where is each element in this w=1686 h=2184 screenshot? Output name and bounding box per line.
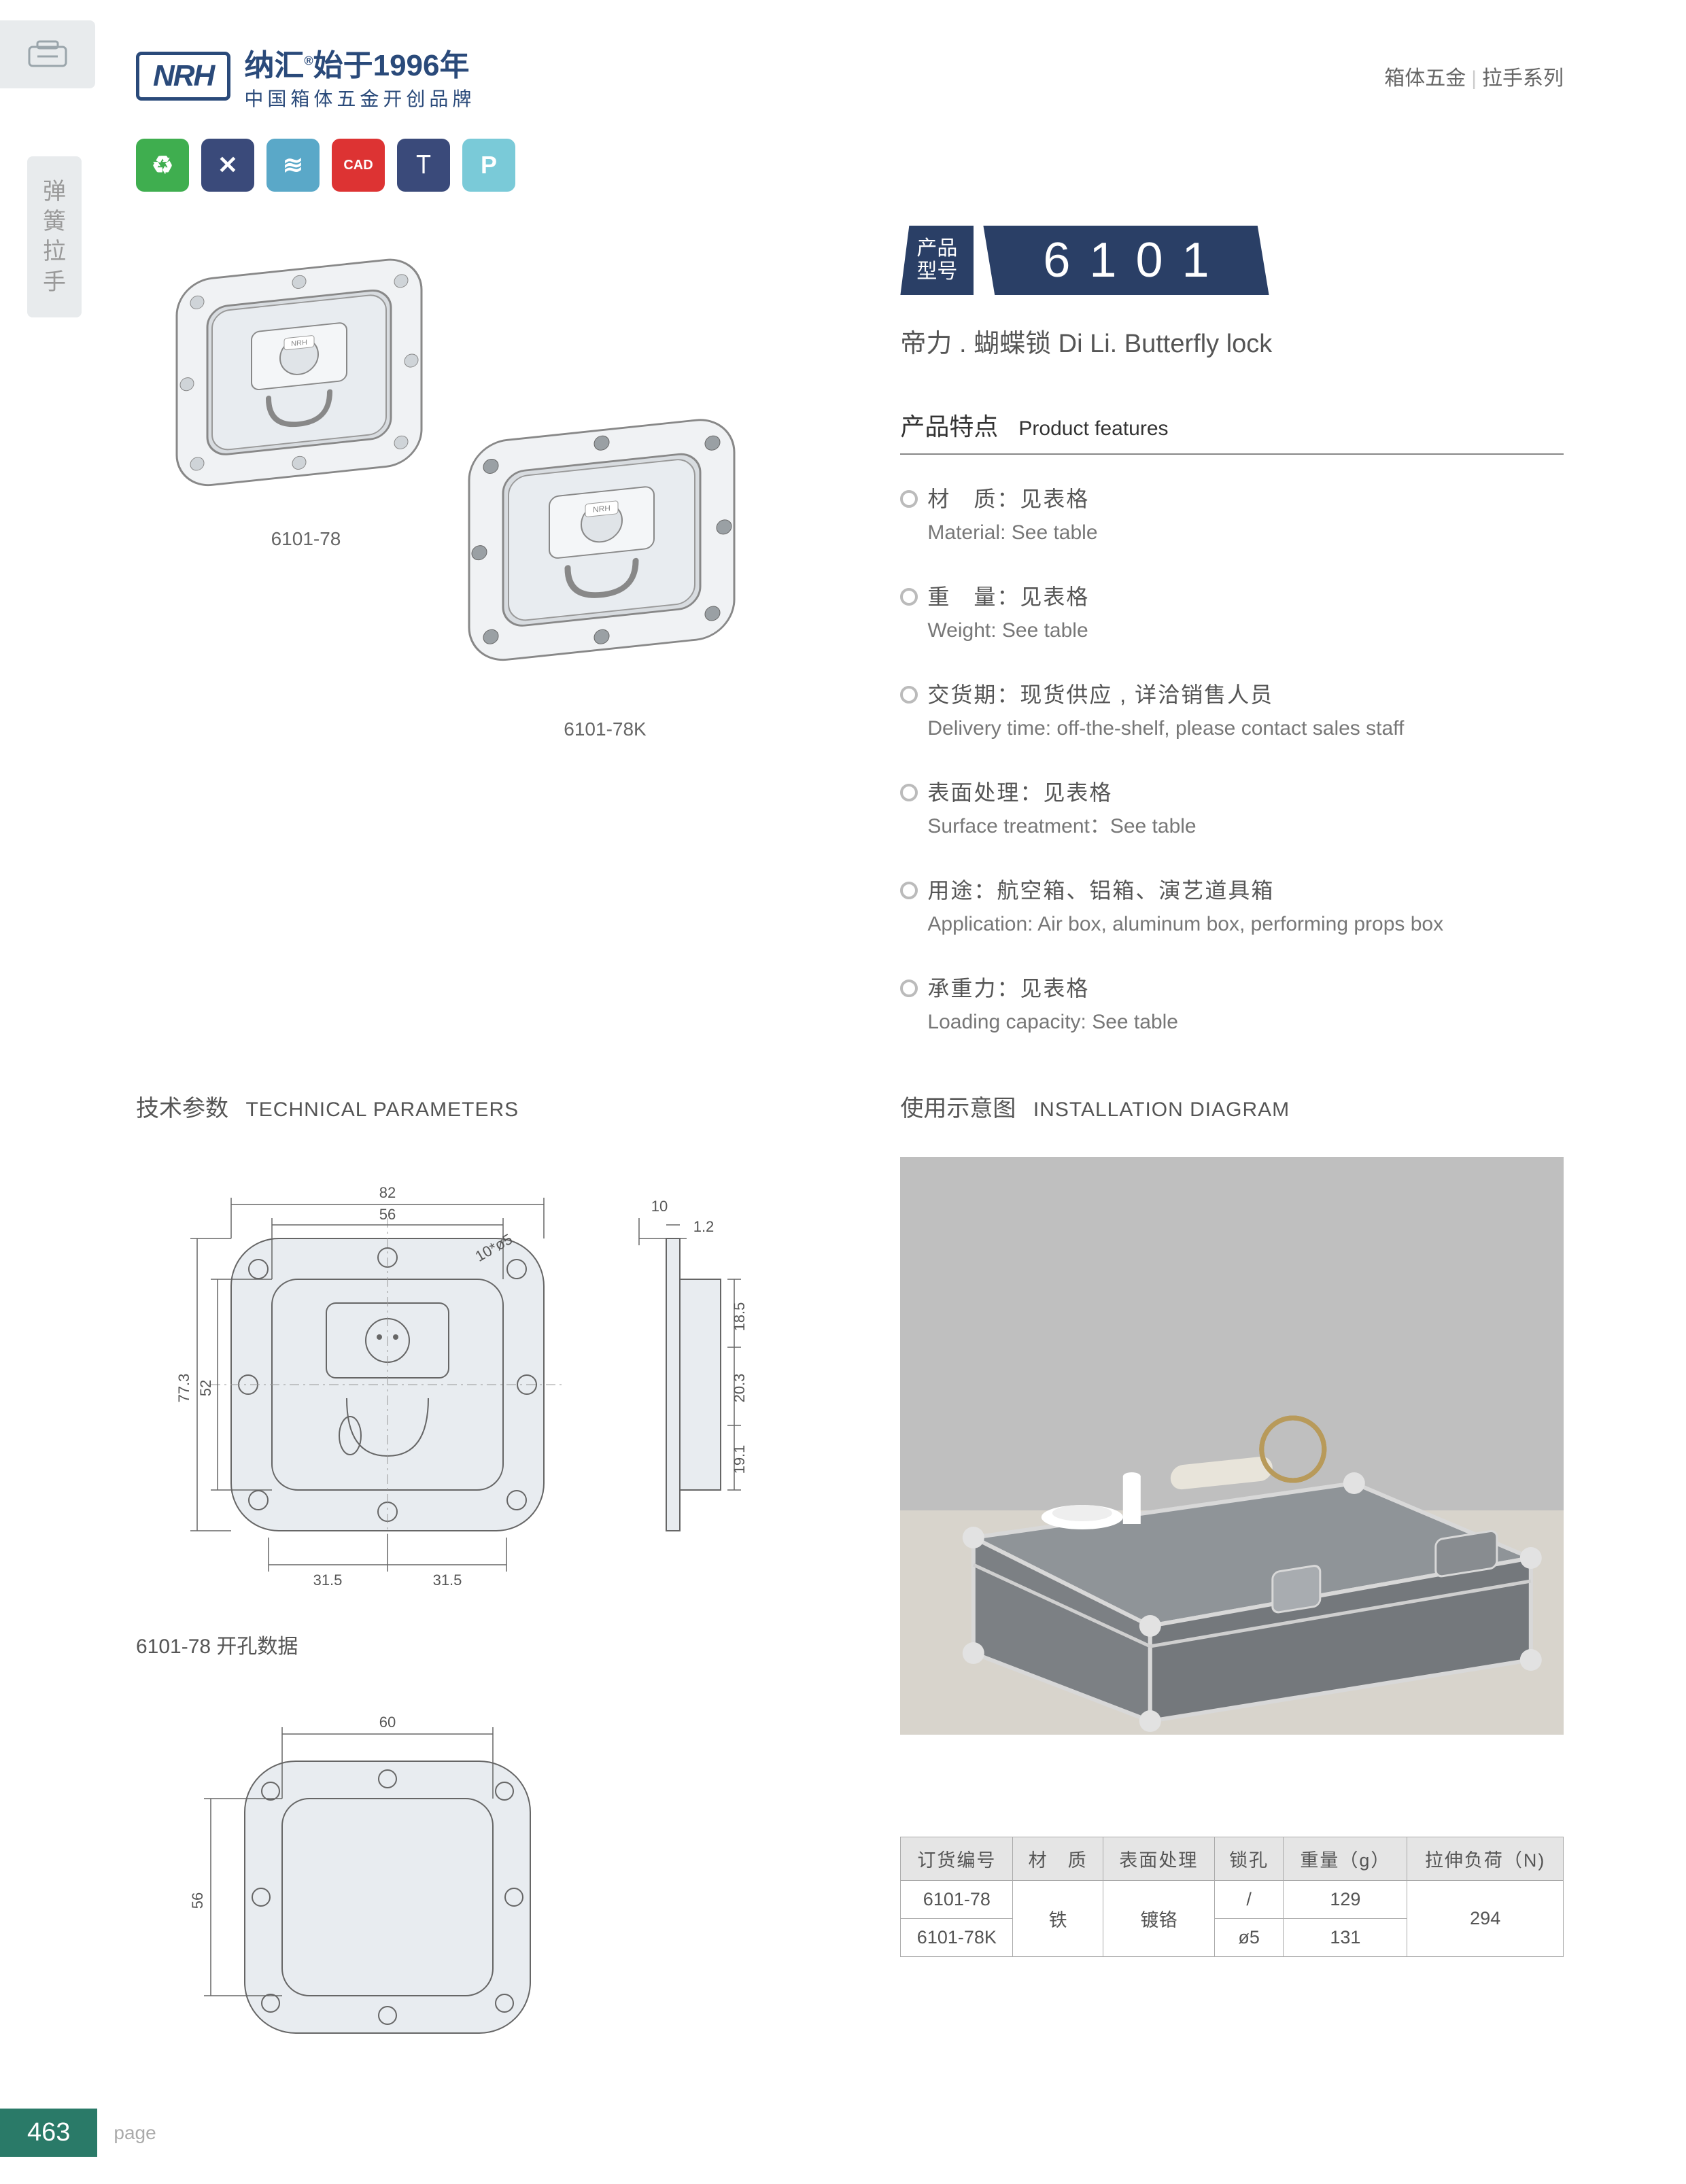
p-icon: P	[462, 139, 515, 192]
brand-year: 始于1996年	[313, 49, 470, 82]
side-tab-char: 弹	[27, 177, 82, 207]
feature-en: Surface treatment：See table	[927, 812, 1564, 841]
spec-table: 订货编号材 质表面处理锁孔重量（g）拉伸负荷（N) 6101-78 铁 镀铬 /…	[900, 1837, 1564, 1957]
cutout-caption: 6101-78 开孔数据	[136, 1629, 832, 1659]
side-tab: 弹簧拉手	[27, 156, 82, 317]
spec-header: 锁孔	[1214, 1837, 1284, 1881]
install-heading-en: INSTALLATION DIAGRAM	[1033, 1098, 1290, 1121]
spec-header: 订货编号	[901, 1837, 1013, 1881]
svg-text:10: 10	[651, 1198, 668, 1215]
install-heading: 使用示意图 INSTALLATION DIAGRAM	[900, 1090, 1564, 1123]
feature-en: Weight: See table	[927, 617, 1564, 645]
spec-code-2: 6101-78K	[901, 1919, 1013, 1957]
svg-text:60: 60	[379, 1714, 396, 1731]
feature-cn: 材 质：见表格	[927, 482, 1564, 513]
feature-list: 材 质：见表格 Material: See table 重 量：见表格 Weight:…	[900, 482, 1564, 1037]
spec-header: 材 质	[1013, 1837, 1103, 1881]
model-label-2: 型号	[916, 260, 957, 284]
spec-header: 重量（g）	[1284, 1837, 1407, 1881]
reg-mark: ®	[304, 54, 313, 67]
product-photo-area: NRH 6101-78	[136, 226, 832, 817]
feature-cn: 承重力：见表格	[927, 971, 1564, 1003]
svg-text:1.2: 1.2	[693, 1218, 715, 1235]
logo: NRH	[136, 52, 230, 101]
feature-cn: 交货期：现货供应 , 详洽销售人员	[927, 678, 1564, 709]
model-chip: 产品 型号 6101	[900, 226, 1564, 295]
feature-item: 表面处理：见表格 Surface treatment：See table	[900, 776, 1564, 841]
product-image-1: NRH	[150, 246, 462, 532]
page-label: page	[114, 2122, 156, 2144]
tools-icon: ✕	[201, 139, 254, 192]
technical-heading-cn: 技术参数	[136, 1096, 228, 1122]
feature-item: 用途：航空箱、铝箱、演艺道具箱 Application: Air box, alu…	[900, 873, 1564, 939]
side-tab-char: 拉	[27, 237, 82, 266]
technical-drawing-1: 82 56 10*ø5 77.3 52	[136, 1157, 832, 1609]
icon-badge-row: ♻✕≋CAD⟙P	[136, 139, 1564, 192]
product-subtitle: 帝力 . 蝴蝶锁 Di Li. Butterfly lock	[900, 322, 1564, 360]
spec-surface: 镀铬	[1103, 1881, 1215, 1957]
screw-icon: ⟙	[397, 139, 450, 192]
technical-heading-en: TECHNICAL PARAMETERS	[245, 1098, 519, 1121]
features-heading-en: Product features	[1018, 417, 1168, 440]
category-cn: 箱体五金	[1384, 67, 1466, 90]
install-photo	[900, 1157, 1564, 1735]
feature-item: 重 量：见表格 Weight: See table	[900, 580, 1564, 645]
side-tab-char: 手	[27, 267, 82, 297]
spec-header: 表面处理	[1103, 1837, 1215, 1881]
install-heading-cn: 使用示意图	[900, 1096, 1016, 1122]
svg-text:31.5: 31.5	[433, 1572, 462, 1589]
feature-item: 材 质：见表格 Material: See table	[900, 482, 1564, 547]
features-heading: 产品特点 Product features	[900, 407, 1564, 455]
svg-text:20.3: 20.3	[731, 1374, 748, 1403]
spring-icon: ≋	[266, 139, 320, 192]
feature-cn: 重 量：见表格	[927, 580, 1564, 611]
brand-sub: 中国箱体五金开创品牌	[244, 84, 475, 111]
feature-cn: 表面处理：见表格	[927, 776, 1564, 807]
feature-cn: 用途：航空箱、铝箱、演艺道具箱	[927, 873, 1564, 905]
corner-badge	[0, 20, 95, 88]
features-heading-cn: 产品特点	[900, 413, 998, 440]
eco-icon: ♻	[136, 139, 189, 192]
spec-hole-2: ø5	[1214, 1919, 1284, 1957]
svg-text:18.5: 18.5	[731, 1302, 748, 1332]
svg-text:77.3: 77.3	[175, 1374, 192, 1403]
svg-text:52: 52	[197, 1380, 214, 1396]
svg-text:56: 56	[379, 1206, 396, 1223]
svg-text:NRH: NRH	[291, 339, 307, 348]
feature-en: Application: Air box, aluminum box, perf…	[927, 910, 1564, 939]
spec-header: 拉伸负荷（N)	[1407, 1837, 1564, 1881]
product-label-2: 6101-78K	[435, 718, 775, 740]
svg-text:31.5: 31.5	[313, 1572, 343, 1589]
product-image-2: NRH	[435, 402, 775, 715]
spec-weight-2: 131	[1284, 1919, 1407, 1957]
side-tab-char: 簧	[27, 207, 82, 237]
feature-en: Loading capacity: See table	[927, 1008, 1564, 1037]
model-number: 6101	[983, 226, 1269, 295]
model-label-1: 产品	[916, 237, 957, 261]
feature-en: Delivery time: off-the-shelf, please con…	[927, 714, 1564, 743]
feature-en: Material: See table	[927, 519, 1564, 547]
svg-text:19.1: 19.1	[731, 1445, 748, 1474]
spec-hole-1: /	[1214, 1881, 1284, 1919]
spec-weight-1: 129	[1284, 1881, 1407, 1919]
spec-code-1: 6101-78	[901, 1881, 1013, 1919]
spec-load: 294	[1407, 1881, 1564, 1957]
feature-item: 承重力：见表格 Loading capacity: See table	[900, 971, 1564, 1037]
page-number: 463	[0, 2109, 97, 2157]
svg-text:82: 82	[379, 1184, 396, 1201]
cad-icon: CAD	[332, 139, 385, 192]
technical-heading: 技术参数 TECHNICAL PARAMETERS	[136, 1090, 832, 1123]
svg-text:56: 56	[189, 1892, 206, 1909]
brand-name: 纳汇	[244, 49, 304, 82]
technical-drawing-2: 60 56	[136, 1686, 832, 2098]
category-series: 拉手系列	[1482, 67, 1564, 90]
feature-item: 交货期：现货供应 , 详洽销售人员 Delivery time: off-the-…	[900, 678, 1564, 743]
page-header: NRH 纳汇®始于1996年 中国箱体五金开创品牌 箱体五金|拉手系列	[136, 41, 1564, 111]
spec-material: 铁	[1013, 1881, 1103, 1957]
category-label: 箱体五金|拉手系列	[1384, 61, 1564, 91]
page-footer: 463 page	[0, 2109, 156, 2157]
